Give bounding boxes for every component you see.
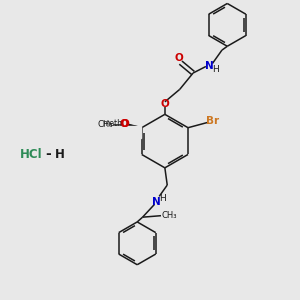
Bar (97, 126, 141, 138)
Text: N: N (152, 197, 161, 207)
Text: O: O (120, 118, 128, 128)
Text: O: O (175, 53, 183, 63)
Text: Br: Br (206, 116, 220, 126)
Text: meth: meth (103, 119, 123, 128)
Text: O: O (120, 119, 129, 129)
Text: O: O (160, 99, 169, 109)
Text: H: H (54, 148, 64, 161)
Text: CH₃: CH₃ (98, 120, 113, 129)
Text: HCl: HCl (20, 148, 42, 161)
Text: H: H (213, 65, 219, 74)
Text: H: H (159, 194, 166, 203)
Text: N: N (205, 61, 214, 71)
Text: -: - (46, 148, 51, 161)
Text: CH₃: CH₃ (162, 211, 177, 220)
